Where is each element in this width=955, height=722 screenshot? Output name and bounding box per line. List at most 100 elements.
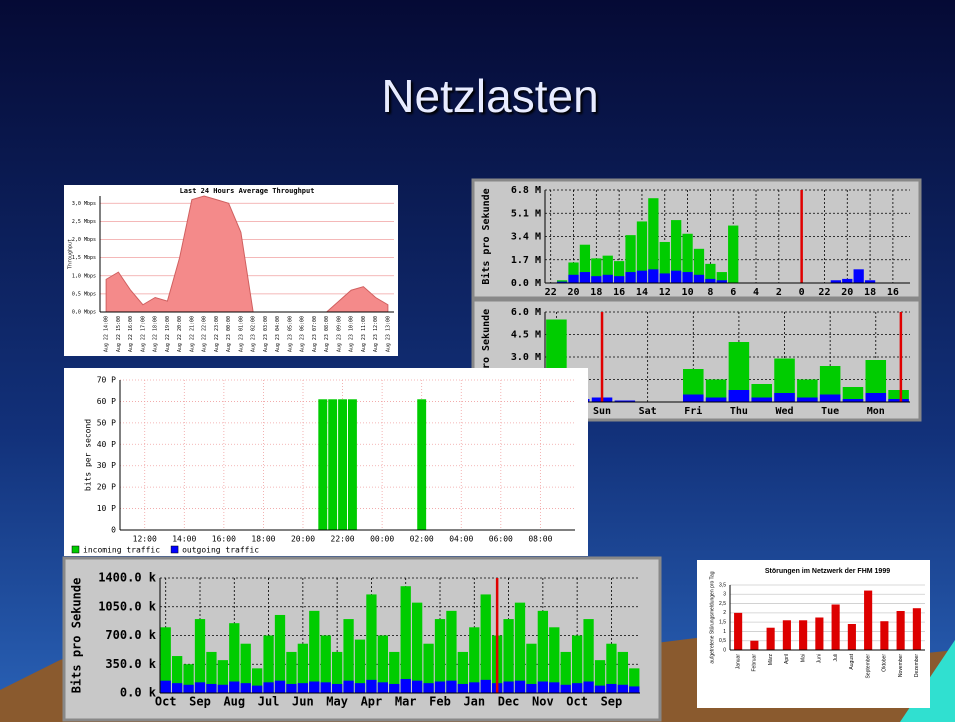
x-tick-label: Februar: [752, 654, 758, 672]
x-tick-label: 02:00: [410, 535, 434, 544]
x-tick-label: 18: [864, 287, 876, 298]
x-tick-label: Wed: [776, 406, 794, 417]
bar: [321, 682, 331, 693]
bar: [842, 279, 852, 283]
x-tick-label: Oktober: [882, 654, 888, 672]
x-tick-label: 16: [887, 287, 899, 298]
bar: [417, 399, 426, 530]
y-tick-label: 0,5: [719, 638, 726, 644]
x-tick-label: Juli: [833, 654, 839, 662]
y-tick-label: 0,0 Mbps: [72, 310, 96, 316]
x-tick-label: Aug 22 19:00: [165, 316, 171, 352]
bar: [625, 272, 635, 283]
x-tick-label: Aug 23 13:00: [385, 316, 391, 352]
x-tick-label: Aug 23 06:00: [300, 316, 306, 352]
bar: [481, 594, 491, 693]
x-tick-label: Oct: [155, 695, 177, 709]
bar: [161, 681, 171, 693]
x-tick-label: 08:00: [528, 535, 552, 544]
bar: [591, 276, 601, 283]
x-tick-label: November: [898, 654, 904, 677]
y-axis-label: Throughput: [68, 239, 74, 269]
bar: [481, 680, 491, 693]
x-tick-label: Aug 23 04:00: [275, 316, 281, 352]
y-tick-label: 2: [723, 610, 726, 616]
x-tick-label: 2: [776, 287, 782, 298]
x-tick-label: Mar: [395, 695, 417, 709]
bar: [728, 226, 738, 283]
bar: [286, 684, 296, 693]
bar: [767, 628, 775, 650]
x-tick-label: Aug 23 01:00: [238, 316, 244, 352]
bar: [332, 684, 342, 693]
x-tick-label: 8: [707, 287, 713, 298]
bar: [832, 605, 840, 651]
y-tick-label: 700.0 k: [105, 628, 156, 642]
y-tick-label: 3.0 M: [511, 352, 541, 363]
bar: [275, 681, 285, 693]
x-tick-label: Dezember: [914, 654, 920, 677]
x-tick-label: 6: [730, 287, 736, 298]
bar: [637, 271, 647, 283]
bar: [854, 269, 864, 283]
x-tick-label: Jan: [463, 695, 485, 709]
bar: [606, 684, 616, 693]
bar: [318, 399, 327, 530]
bar: [595, 686, 605, 693]
legend-label: incoming traffic: [83, 546, 160, 555]
x-tick-label: Aug 22 22:00: [202, 316, 208, 352]
y-tick-label: 3: [723, 592, 726, 598]
x-tick-label: August: [849, 653, 855, 669]
bar: [241, 683, 251, 693]
x-tick-label: 00:00: [370, 535, 394, 544]
bar: [389, 684, 399, 693]
slide: Netzlasten Last 24 Hours Average Through…: [0, 0, 955, 722]
x-tick-label: 10: [682, 287, 694, 298]
x-tick-label: 14: [636, 287, 648, 298]
bar: [515, 681, 525, 693]
bar: [750, 641, 758, 650]
y-tick-label: 1,5: [719, 619, 726, 625]
bar: [706, 398, 727, 403]
x-tick-label: 0: [799, 287, 805, 298]
bar: [366, 680, 376, 693]
bar: [583, 682, 593, 694]
y-tick-label: 3,5: [719, 582, 726, 588]
y-tick-label: 60 P: [97, 397, 116, 406]
bar: [401, 586, 411, 693]
y-tick-label: 0.0 M: [511, 278, 541, 289]
x-tick-label: Mai: [800, 654, 806, 662]
x-tick-label: Aug 22 17:00: [140, 316, 146, 352]
y-tick-label: 3,0 Mbps: [72, 201, 96, 207]
bar: [328, 399, 337, 530]
x-tick-label: Aug 23 00:00: [226, 316, 232, 352]
bar: [618, 685, 628, 693]
bar: [412, 603, 422, 693]
x-tick-label: Oct: [566, 695, 588, 709]
bar: [309, 611, 319, 693]
bar: [648, 269, 658, 283]
bar: [446, 681, 456, 693]
y-axis-label: Bits pro Sekunde: [70, 578, 84, 694]
bar: [866, 393, 887, 402]
bar: [660, 273, 670, 283]
bar: [298, 683, 308, 693]
chart-title: Störungen im Netzwerk der FHM 1999: [765, 568, 890, 575]
y-tick-label: 1,5 Mbps: [72, 255, 96, 261]
y-tick-label: 10 P: [97, 504, 116, 513]
x-tick-label: Aug 23 02:00: [251, 316, 257, 352]
bar: [195, 619, 205, 693]
bar: [423, 683, 433, 693]
y-tick-label: 350.0 k: [105, 657, 156, 671]
x-tick-label: Sep: [601, 695, 623, 709]
x-tick-label: 06:00: [489, 535, 513, 544]
bar: [799, 620, 807, 650]
x-tick-label: 04:00: [449, 535, 473, 544]
bar: [774, 393, 795, 402]
x-tick-label: Juni: [817, 654, 823, 663]
x-tick-label: Januar: [735, 654, 741, 670]
bar: [734, 613, 742, 650]
y-axis-label: aufgetretene Störungsmeldungen pro Tag: [709, 571, 715, 663]
y-tick-label: 2,5 Mbps: [72, 219, 96, 225]
bar: [343, 681, 353, 693]
